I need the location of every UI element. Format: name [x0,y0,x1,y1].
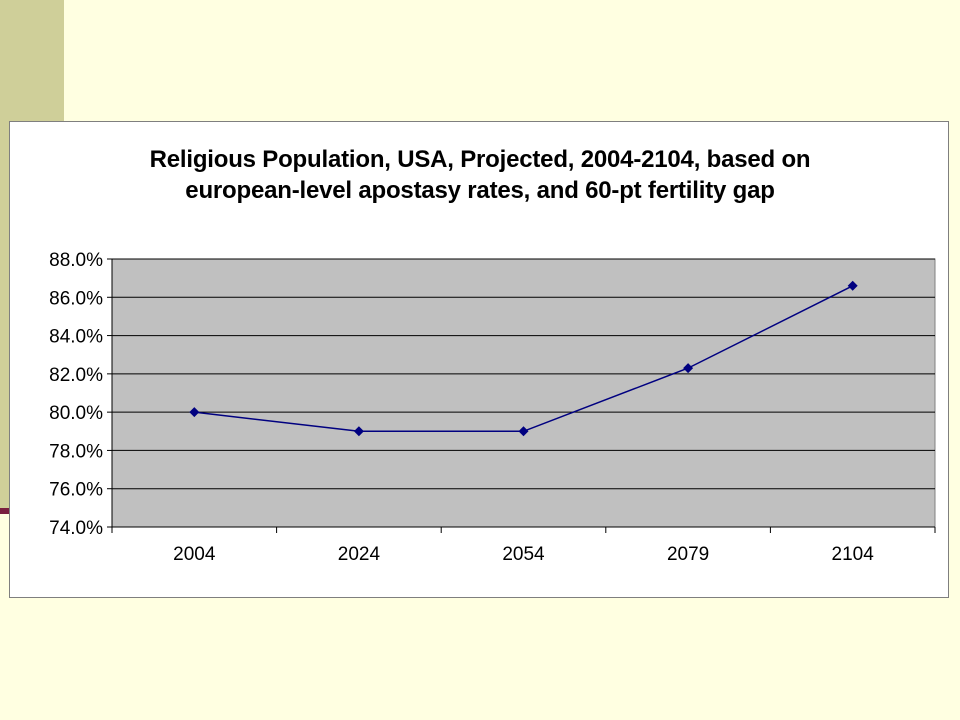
y-tick-label: 86.0% [49,288,103,309]
x-tick-label: 2054 [502,544,545,565]
chart-title-line-1: Religious Population, USA, Projected, 20… [149,146,811,173]
y-tick-label: 78.0% [49,441,103,462]
x-tick-label: 2104 [832,544,875,565]
x-tick-label: 2004 [173,544,216,565]
y-tick-label: 82.0% [49,365,103,386]
data-point-marker [189,407,200,418]
side-decoration-tick [0,508,9,514]
x-tick-label: 2079 [667,544,709,565]
chart-title-line-2: european-level apostasy rates, and 60-pt… [185,177,775,204]
y-tick-label: 80.0% [49,403,103,424]
y-tick-label: 84.0% [49,327,103,348]
chart-frame: Religious Population, USA, Projected, 20… [9,121,949,598]
data-point-marker [847,280,858,291]
data-point-marker [353,426,364,437]
data-point-marker [683,363,694,374]
line-chart: 88.0% 86.0% 84.0% 82.0% 80.0% 78.0% 76.0% 74.0%… [49,250,936,565]
y-tick-label: 76.0% [49,480,103,501]
chart-title: Religious Population, USA, Projected, 20… [10,144,950,206]
y-tick-label: 88.0% [49,250,103,271]
data-point-marker [518,426,529,437]
plot-area [111,258,936,528]
y-tick-label: 74.0% [49,518,103,539]
x-tick-label: 2024 [338,544,381,565]
